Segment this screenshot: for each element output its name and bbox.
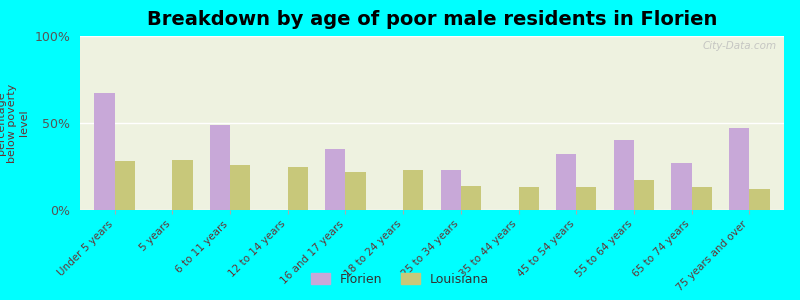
Bar [614, 140, 634, 210]
Bar [556, 154, 576, 210]
Bar [172, 160, 193, 210]
Y-axis label: percentage
below poverty
level: percentage below poverty level [0, 83, 29, 163]
Bar [729, 128, 750, 210]
Bar [750, 189, 770, 210]
Bar [441, 170, 461, 210]
Bar [346, 172, 366, 210]
Bar [461, 186, 481, 210]
Bar [692, 188, 712, 210]
Text: City-Data.com: City-Data.com [703, 41, 777, 51]
Bar [671, 163, 692, 210]
Title: Breakdown by age of poor male residents in Florien: Breakdown by age of poor male residents … [147, 10, 717, 29]
Bar [114, 161, 135, 210]
Bar [326, 149, 346, 210]
Legend: Florien, Louisiana: Florien, Louisiana [306, 268, 494, 291]
Bar [94, 93, 114, 210]
Bar [288, 167, 308, 210]
Bar [518, 188, 538, 210]
Bar [403, 170, 423, 210]
Bar [210, 125, 230, 210]
Bar [230, 165, 250, 210]
Bar [576, 188, 597, 210]
Bar [634, 180, 654, 210]
